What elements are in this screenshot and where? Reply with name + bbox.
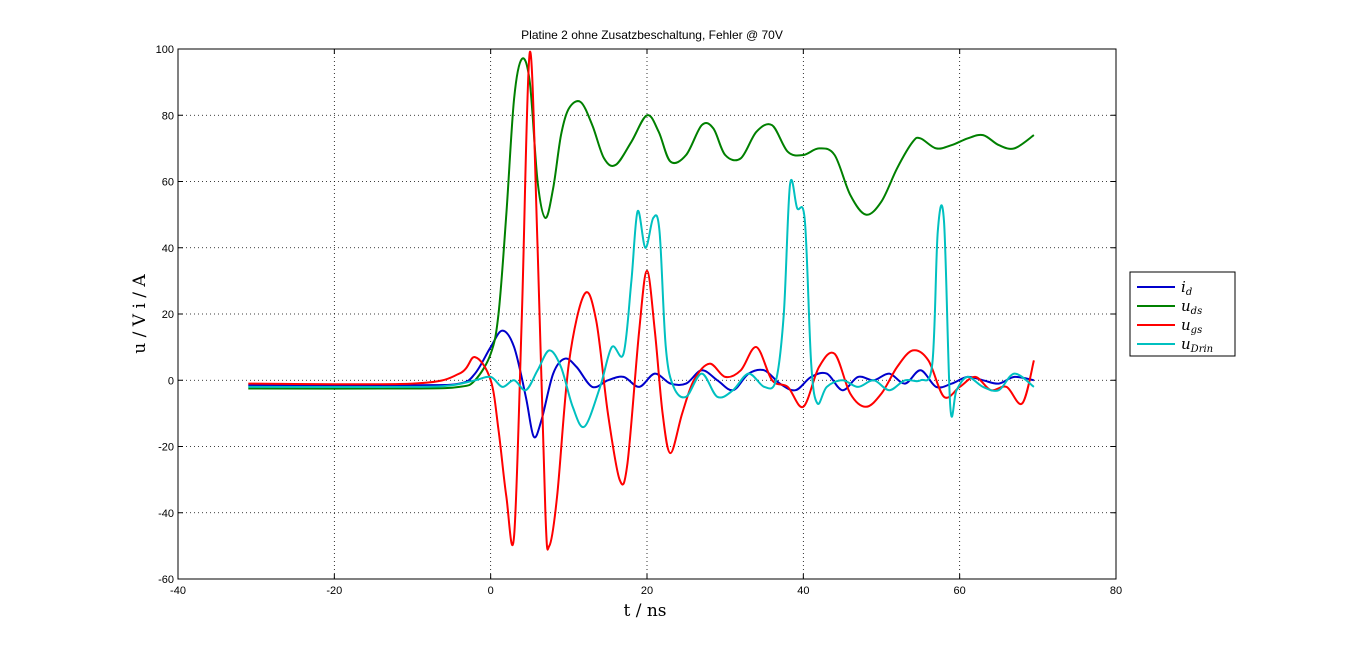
y-tick-label: -40 bbox=[158, 508, 174, 520]
series-line-i-d bbox=[248, 329, 1035, 439]
chart-title: Platine 2 ohne Zusatzbeschaltung, Fehler… bbox=[521, 28, 783, 42]
y-tick-label: -20 bbox=[158, 442, 174, 454]
y-tick-label: -60 bbox=[158, 574, 174, 586]
legend-entry: id bbox=[1181, 278, 1192, 298]
legend-entry: ugs bbox=[1181, 316, 1202, 336]
series-line-u-drin bbox=[248, 179, 1035, 429]
y-tick-label: 20 bbox=[162, 309, 174, 321]
legend-entry: uds bbox=[1181, 297, 1202, 317]
y-tick-label: 100 bbox=[156, 44, 174, 56]
x-tick-label: -20 bbox=[326, 585, 342, 597]
x-tick-label: 40 bbox=[797, 585, 809, 597]
y-tick-label: 40 bbox=[162, 243, 174, 255]
x-tick-label: 0 bbox=[488, 585, 494, 597]
series-layer bbox=[248, 50, 1035, 551]
legend-entry: uDrin bbox=[1181, 335, 1213, 355]
x-axis-label: t / ns bbox=[623, 601, 666, 621]
x-tick-label: -40 bbox=[170, 585, 186, 597]
series-line-u-ds bbox=[248, 57, 1035, 390]
y-axis-label: u / V i / A bbox=[130, 274, 150, 354]
plot-frame bbox=[177, 48, 1117, 580]
y-tick-label: 80 bbox=[162, 110, 174, 122]
grid-lines bbox=[178, 49, 1116, 579]
y-tick-label: 60 bbox=[162, 177, 174, 189]
x-tick-label: 60 bbox=[954, 585, 966, 597]
series-line-u-gs bbox=[248, 50, 1035, 551]
x-tick-label: 20 bbox=[641, 585, 653, 597]
y-tick-label: 0 bbox=[168, 375, 174, 387]
x-tick-label: 80 bbox=[1110, 585, 1122, 597]
